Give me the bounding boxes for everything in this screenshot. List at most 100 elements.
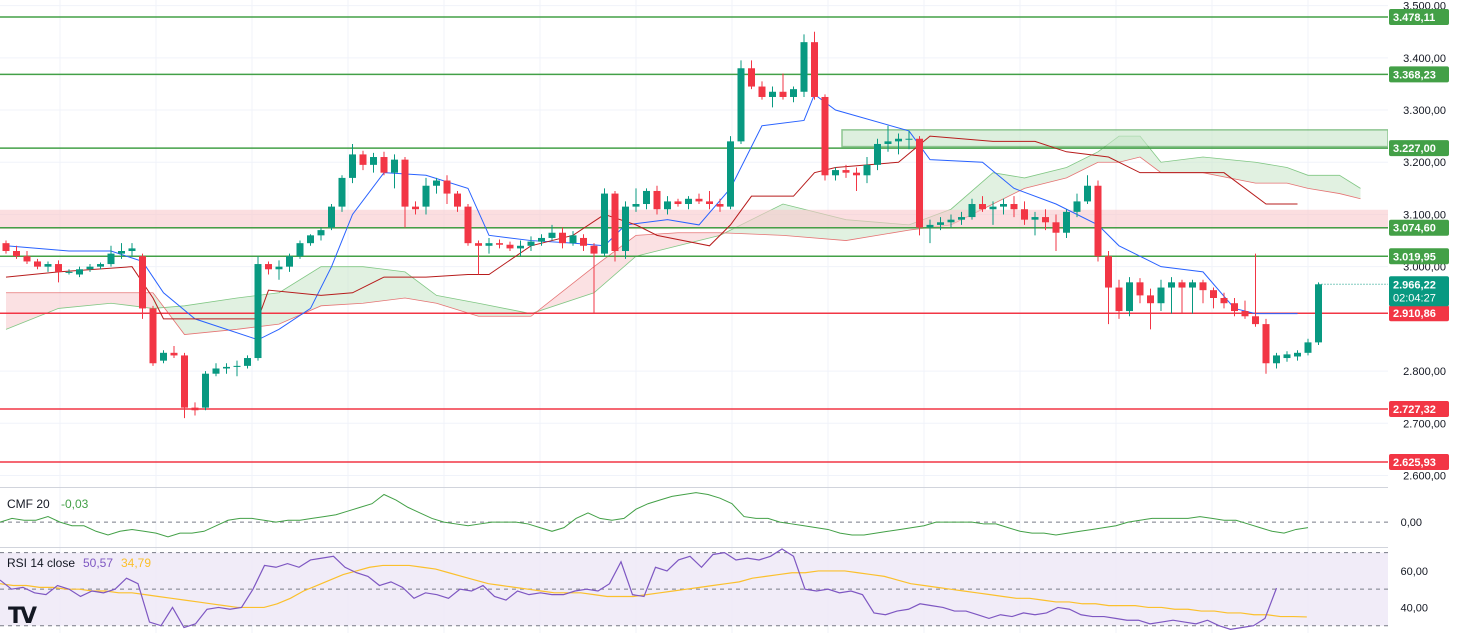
candle-body xyxy=(968,204,976,218)
candle-body xyxy=(832,170,839,176)
countdown-value: 02:04:27 xyxy=(1393,292,1436,304)
candle-body xyxy=(685,198,692,205)
candle-body xyxy=(517,245,524,249)
cloud-segment xyxy=(279,266,321,325)
candle-body xyxy=(328,206,335,228)
candle xyxy=(433,177,440,194)
candle xyxy=(370,152,377,173)
candle xyxy=(107,245,115,267)
candle-body xyxy=(895,138,902,142)
candle-body xyxy=(1042,217,1049,223)
candle xyxy=(1178,279,1186,314)
candle-body xyxy=(359,154,367,165)
candle xyxy=(1010,196,1018,218)
candle xyxy=(485,237,493,254)
candle xyxy=(1157,279,1165,312)
grid xyxy=(0,0,1388,633)
cloud-segment xyxy=(1203,157,1256,184)
candle-body xyxy=(1105,256,1112,288)
level-badge-label: 3.019,95 xyxy=(1393,251,1436,263)
candle-body xyxy=(1168,282,1175,288)
candle xyxy=(359,150,367,171)
candle-body xyxy=(202,373,209,408)
candle-body xyxy=(380,157,388,173)
candle-body xyxy=(800,42,808,92)
candle xyxy=(1168,277,1175,314)
candle xyxy=(317,227,325,241)
candle xyxy=(160,350,167,364)
candle xyxy=(1262,318,1270,374)
candle-body xyxy=(496,243,503,245)
level-badge xyxy=(1389,401,1449,418)
level-badge xyxy=(1389,219,1449,236)
candle-body xyxy=(811,42,818,97)
level-badge-label: 2.910,86 xyxy=(1393,308,1436,320)
candle xyxy=(401,157,409,228)
candle-body xyxy=(611,193,619,252)
price-tick: 3.000,00 xyxy=(1403,262,1446,274)
price-tick: 3.400,00 xyxy=(1403,53,1446,65)
candle xyxy=(905,130,913,150)
candle xyxy=(1220,292,1228,309)
candle xyxy=(716,198,724,212)
candle xyxy=(1252,253,1259,327)
price-tick: 2.600,00 xyxy=(1403,471,1446,483)
candle xyxy=(286,253,293,272)
candle xyxy=(1073,193,1081,218)
zones xyxy=(0,129,1389,230)
candle xyxy=(233,360,241,377)
cloud-segment xyxy=(678,232,720,246)
candle-body xyxy=(706,201,713,205)
cloud-segment xyxy=(636,232,678,257)
candle-body xyxy=(716,204,724,207)
candle xyxy=(559,227,566,249)
candle-body xyxy=(107,253,115,265)
rsi-pane: RSI 14 close 50,57 34,79 xyxy=(0,547,1457,630)
candle-body xyxy=(1157,287,1165,304)
candle-body xyxy=(1199,282,1207,291)
candle-body xyxy=(412,206,419,210)
level-badge-label: 3.368,23 xyxy=(1393,69,1436,81)
price-tick: 2.800,00 xyxy=(1403,366,1446,378)
cloud-segment xyxy=(184,297,237,335)
candle xyxy=(2,240,10,254)
candle-body xyxy=(674,201,682,205)
candle-body xyxy=(307,235,314,244)
rsi-tick: 60,00 xyxy=(1400,566,1428,578)
cloud-segment xyxy=(1066,151,1098,178)
candle xyxy=(517,240,524,257)
rsi-tick: 40,00 xyxy=(1400,602,1428,614)
candle-body xyxy=(76,269,83,275)
candle-body xyxy=(506,244,514,249)
candle xyxy=(884,125,892,152)
candle xyxy=(338,175,346,212)
candle-body xyxy=(926,224,934,228)
candle xyxy=(622,201,629,259)
candle xyxy=(412,201,419,215)
candle xyxy=(527,236,535,252)
candle-body xyxy=(370,157,377,165)
level-badge-label: 3.478,11 xyxy=(1393,12,1435,24)
candle xyxy=(947,214,955,228)
rsi-line xyxy=(0,548,1278,630)
candle-body xyxy=(884,141,892,144)
candle-body xyxy=(128,248,136,252)
candle-body xyxy=(758,86,766,97)
candle-body xyxy=(44,264,52,267)
candle xyxy=(727,136,734,210)
candle-body xyxy=(170,352,178,356)
candle xyxy=(181,352,188,419)
candle-body xyxy=(485,243,493,246)
candle xyxy=(307,234,314,246)
candle xyxy=(496,239,503,249)
candle xyxy=(464,204,472,246)
price-tick: 3.300,00 xyxy=(1403,105,1446,117)
price-axis[interactable]: 3.500,003.400,003.300,003.200,003.100,00… xyxy=(1388,0,1457,633)
cloud-segment xyxy=(1308,175,1340,194)
candle xyxy=(653,185,661,215)
candle xyxy=(1063,209,1070,238)
level-badge-label: 3.074,60 xyxy=(1393,223,1436,235)
candle xyxy=(55,260,62,283)
